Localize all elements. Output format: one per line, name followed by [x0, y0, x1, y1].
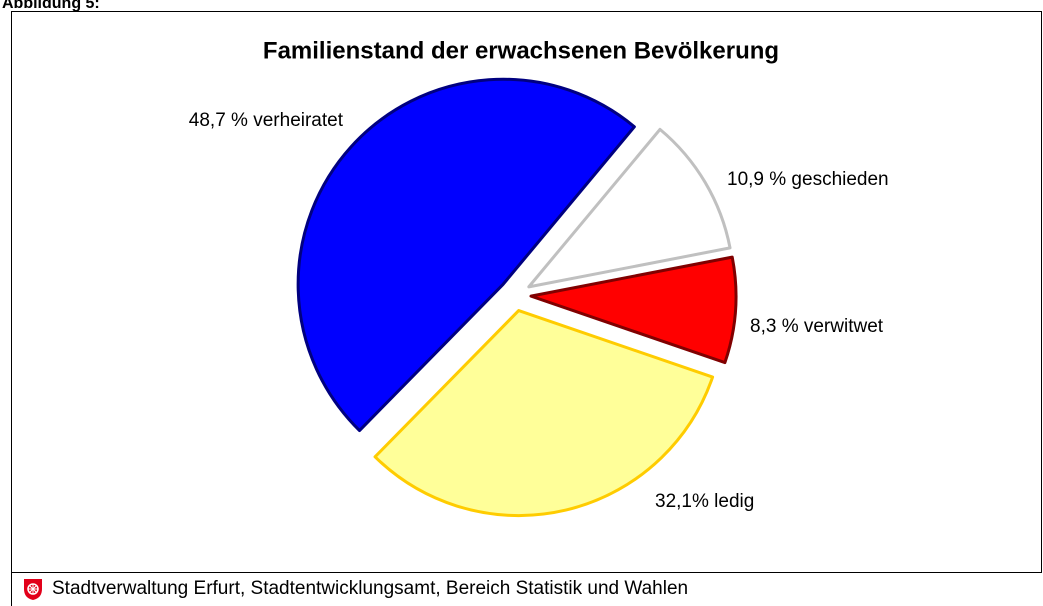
- pie-slice: [529, 255, 738, 365]
- slice-label: 8,3 % verwitwet: [750, 316, 884, 337]
- slice-label: 48,7 % verheiratet: [189, 110, 344, 131]
- slice-label: 10,9 % geschieden: [727, 169, 889, 190]
- pie-slice: [373, 309, 715, 517]
- slice-label: 32,1% ledig: [655, 491, 754, 512]
- footer-text: Stadtverwaltung Erfurt, Stadtentwicklung…: [52, 578, 688, 599]
- logo: [24, 579, 42, 600]
- figure-label: Abbildung 5:: [2, 0, 100, 12]
- pie-slice: [296, 77, 636, 433]
- pie-slice: [527, 127, 732, 289]
- chart-title: Familienstand der erwachsenen Bevölkerun…: [263, 37, 779, 64]
